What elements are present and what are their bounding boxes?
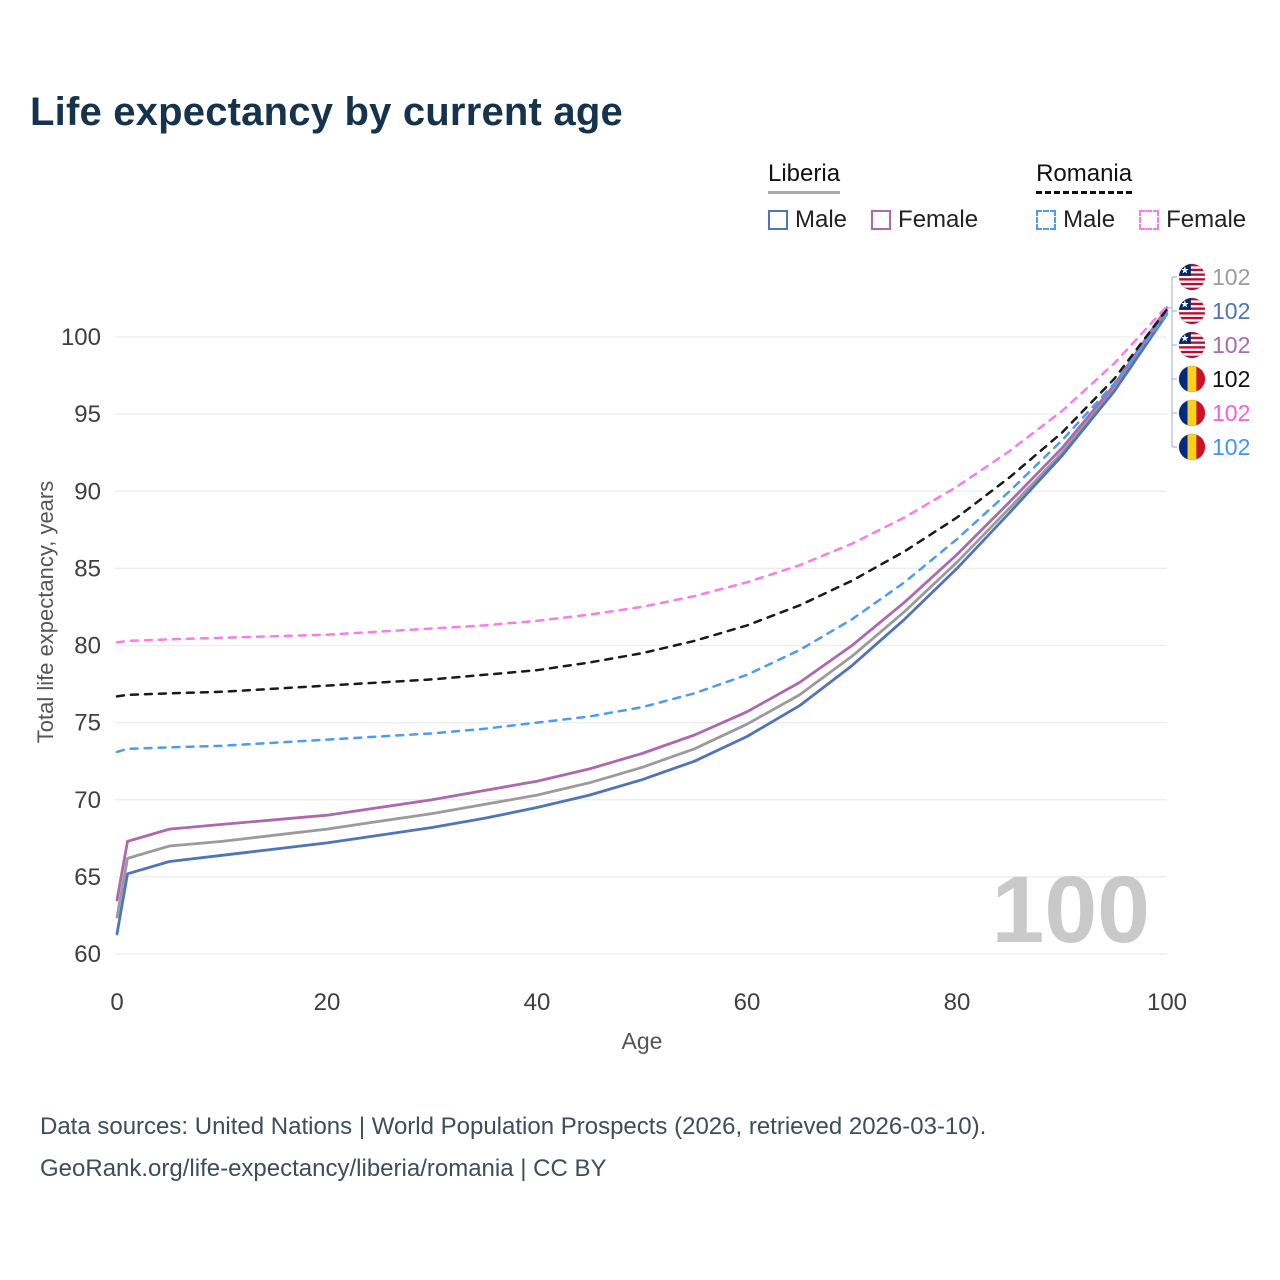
legend-item-label: Male	[1063, 206, 1116, 233]
end-label-connector	[1167, 277, 1173, 447]
footer-attribution-line: GeoRank.org/life-expectancy/liberia/roma…	[40, 1155, 607, 1182]
footer-sources-line: Data sources: United Nations | World Pop…	[40, 1113, 987, 1140]
x-tick-label: 40	[524, 989, 551, 1016]
romania-end-value: 102	[1212, 366, 1250, 392]
liberia-flag-icon: ★	[1178, 331, 1206, 359]
age-watermark: 100	[991, 857, 1150, 963]
series-line-liberia-male	[115, 312, 1169, 936]
x-tick-label: 0	[110, 989, 123, 1016]
liberia-male-swatch-icon	[768, 210, 788, 230]
romania-flag-icon	[1178, 365, 1206, 393]
liberia-end-value: 102	[1212, 264, 1250, 290]
y-axis-title: Total life expectancy, years	[33, 480, 58, 744]
legend-item-liberia-male: Male	[768, 206, 847, 234]
y-tick-label: 85	[74, 555, 101, 582]
legend-group-romania: Romania Male Female	[1036, 160, 1246, 234]
y-tick-label: 95	[74, 401, 101, 428]
series-line-romania-both	[115, 307, 1169, 698]
series-line-liberia-both	[115, 309, 1169, 919]
svg-text:★: ★	[1180, 299, 1189, 310]
romania-female-swatch-icon	[1139, 210, 1160, 230]
svg-text:★: ★	[1180, 333, 1189, 344]
legend-item-label: Female	[1166, 206, 1247, 233]
x-tick-label: 60	[734, 989, 761, 1016]
y-tick-label: 100	[61, 324, 101, 351]
liberia-end-value: 102	[1212, 332, 1250, 358]
legend-item-label: Male	[795, 206, 848, 233]
x-tick-label: 20	[314, 989, 341, 1016]
series-line-romania-female	[115, 304, 1169, 644]
y-tick-label: 75	[74, 710, 101, 737]
x-tick-label: 80	[944, 989, 971, 1016]
romania-end-value: 102	[1212, 400, 1250, 426]
y-tick-label: 90	[74, 478, 101, 505]
romania-flag-icon	[1178, 433, 1206, 461]
legend-country-romania: Romania	[1036, 160, 1133, 194]
liberia-female-swatch-icon	[871, 210, 892, 230]
romania-flag-icon	[1178, 399, 1206, 427]
footer: Data sources: United Nations | World Pop…	[40, 1106, 986, 1190]
legend-group-liberia: Liberia Male Female	[768, 160, 978, 234]
page-title: Life expectancy by current age	[30, 90, 623, 134]
liberia-flag-icon: ★	[1178, 297, 1206, 325]
romania-male-swatch-icon	[1036, 210, 1057, 230]
legend-country-liberia: Liberia	[768, 160, 841, 194]
romania-end-value: 102	[1212, 434, 1250, 460]
x-axis-title: Age	[621, 1028, 663, 1054]
y-tick-label: 80	[74, 633, 101, 660]
liberia-flag-icon: ★	[1178, 263, 1206, 291]
legend-item-liberia-female: Female	[871, 206, 978, 234]
legend-item-label: Female	[898, 206, 979, 233]
series-line-liberia-female	[115, 306, 1169, 902]
svg-text:★: ★	[1180, 265, 1189, 276]
liberia-end-value: 102	[1212, 298, 1250, 324]
y-tick-label: 65	[74, 864, 101, 891]
legend: Liberia Male Female Romania Male	[768, 160, 1246, 234]
legend-item-romania-male: Male	[1036, 206, 1115, 234]
series-line-romania-male	[115, 312, 1169, 754]
x-tick-label: 100	[1147, 989, 1187, 1016]
y-tick-label: 70	[74, 787, 101, 814]
legend-item-romania-female: Female	[1139, 206, 1246, 234]
y-tick-label: 60	[74, 941, 101, 968]
